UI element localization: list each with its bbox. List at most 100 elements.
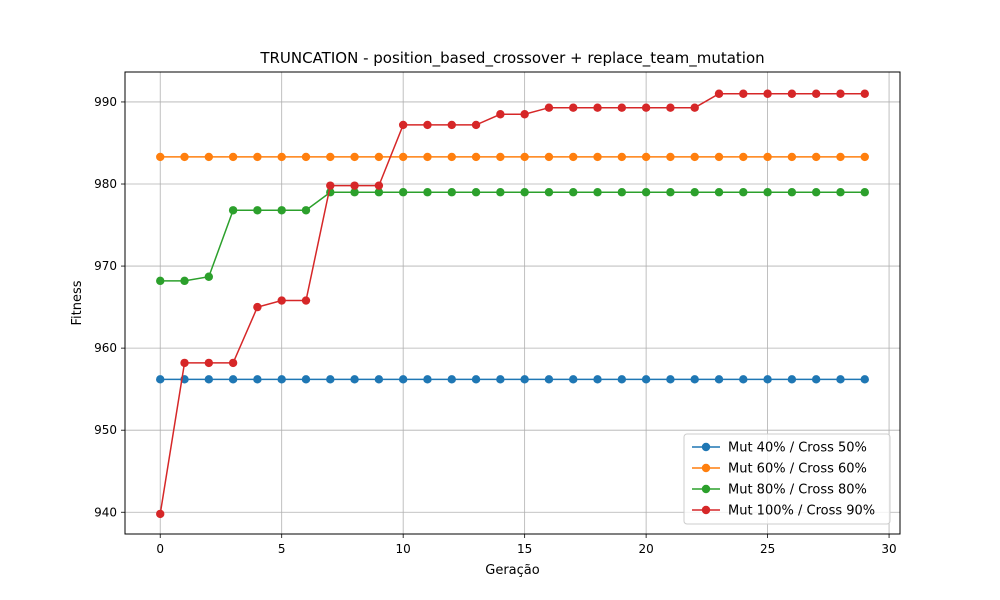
legend-marker xyxy=(701,505,711,515)
data-point xyxy=(447,152,456,162)
legend-marker xyxy=(701,484,711,494)
data-point xyxy=(593,152,602,162)
data-point xyxy=(811,188,821,197)
y-tick-label: 950 xyxy=(94,423,117,437)
data-point xyxy=(569,152,578,162)
data-point xyxy=(544,103,554,112)
legend-label: Mut 100% / Cross 90% xyxy=(728,504,875,519)
data-point xyxy=(180,152,189,162)
data-point xyxy=(423,188,432,197)
data-point xyxy=(763,152,772,162)
data-point xyxy=(617,375,627,384)
legend-item: Mut 40% / Cross 50% xyxy=(692,441,867,456)
data-point xyxy=(520,152,529,162)
x-tick-label: 0 xyxy=(156,542,164,556)
data-point xyxy=(787,188,797,197)
data-point xyxy=(253,375,262,384)
data-point xyxy=(739,375,748,384)
data-point xyxy=(617,103,627,112)
data-point xyxy=(666,188,675,197)
data-point xyxy=(617,188,627,197)
data-point xyxy=(714,152,724,162)
data-point xyxy=(301,296,311,305)
data-point xyxy=(641,375,651,384)
data-point xyxy=(374,188,384,197)
data-point xyxy=(423,375,432,384)
series-1 xyxy=(156,375,869,384)
data-point xyxy=(739,188,748,197)
data-point xyxy=(447,188,456,197)
data-point xyxy=(277,206,286,215)
data-point xyxy=(593,103,602,112)
data-point xyxy=(544,188,554,197)
data-point xyxy=(204,358,214,368)
data-point xyxy=(836,188,845,197)
data-point xyxy=(739,89,748,98)
x-axis-ticks: 0 5 10 15 20 25 30 xyxy=(156,534,897,556)
data-point xyxy=(374,375,384,384)
data-point xyxy=(447,120,456,130)
data-point xyxy=(860,188,869,197)
legend-item: Mut 100% / Cross 90% xyxy=(692,504,875,519)
data-point xyxy=(544,152,554,162)
data-point xyxy=(326,152,335,162)
data-point xyxy=(398,188,408,197)
plot-frame xyxy=(124,71,901,535)
data-point xyxy=(520,375,529,384)
data-point xyxy=(763,375,772,384)
data-point xyxy=(569,375,578,384)
data-point xyxy=(228,358,238,368)
legend: Mut 40% / Cross 50% Mut 60% / Cross 60% Mu… xyxy=(683,433,891,525)
data-point xyxy=(156,276,165,286)
x-tick-label: 25 xyxy=(760,542,775,556)
data-point xyxy=(423,120,432,130)
data-point xyxy=(714,89,724,98)
data-point xyxy=(544,375,554,384)
chart-title: TRUNCATION - position_based_crossover + … xyxy=(259,49,764,68)
y-tick-label: 940 xyxy=(94,505,117,519)
data-point xyxy=(811,152,821,162)
series-3 xyxy=(156,188,869,286)
data-point xyxy=(326,375,335,384)
data-point xyxy=(520,188,529,197)
data-point xyxy=(423,152,432,162)
data-point xyxy=(836,375,845,384)
data-point xyxy=(811,375,821,384)
data-point xyxy=(496,110,505,119)
legend-item: Mut 60% / Cross 60% xyxy=(692,462,867,477)
legend-label: Mut 80% / Cross 80% xyxy=(728,483,867,498)
data-point xyxy=(471,120,481,130)
data-point xyxy=(763,188,772,197)
data-point xyxy=(714,375,724,384)
x-tick-label: 5 xyxy=(278,542,286,556)
data-point xyxy=(253,206,262,215)
data-point xyxy=(253,152,262,162)
y-tick-label: 980 xyxy=(94,177,117,191)
legend-label: Mut 40% / Cross 50% xyxy=(728,441,867,456)
series-2 xyxy=(156,152,869,162)
data-point xyxy=(860,89,869,98)
data-point xyxy=(763,89,772,98)
data-point xyxy=(641,188,651,197)
data-point xyxy=(374,181,384,190)
y-tick-label: 960 xyxy=(94,341,117,355)
data-point xyxy=(228,206,238,215)
data-point xyxy=(811,89,821,98)
data-point xyxy=(398,120,408,130)
data-point xyxy=(860,152,869,162)
data-point xyxy=(836,152,845,162)
x-tick-label: 10 xyxy=(396,542,411,556)
data-point xyxy=(204,152,214,162)
data-point xyxy=(301,152,311,162)
data-point xyxy=(228,152,238,162)
y-tick-label: 990 xyxy=(94,95,117,109)
legend-box xyxy=(683,433,891,525)
data-point xyxy=(350,188,359,197)
data-point xyxy=(277,296,286,305)
data-point xyxy=(447,375,456,384)
data-point xyxy=(641,103,651,112)
data-point xyxy=(641,152,651,162)
data-point xyxy=(787,152,797,162)
data-point xyxy=(398,375,408,384)
data-point xyxy=(714,188,724,197)
